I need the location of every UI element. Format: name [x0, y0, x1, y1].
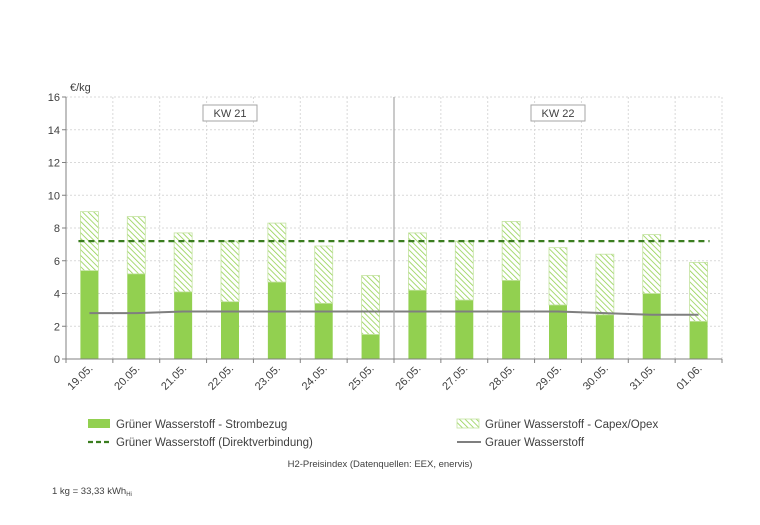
y-tick-label: 14: [48, 125, 60, 137]
x-tick-label: 30.05.: [581, 363, 611, 393]
bar-capex-opex: [314, 245, 334, 304]
legend-label: Grüner Wasserstoff (Direktverbindung): [116, 437, 313, 449]
bar-capex-opex: [267, 222, 287, 283]
legend-label: Grüner Wasserstoff - Capex/Opex: [485, 419, 658, 431]
y-tick-label: 4: [54, 289, 60, 301]
bar-capex-opex: [548, 247, 568, 306]
y-tick-label: 10: [48, 190, 60, 202]
bar-capex-opex: [220, 240, 240, 303]
unit-note-text: 1 kg = 33,33 kWh: [52, 486, 127, 497]
bar-strombezug: [80, 270, 99, 359]
legend: Grüner Wasserstoff - Strombezug Grüner Wa…: [88, 418, 658, 449]
bar-capex-opex: [595, 253, 615, 316]
legend-label: Grüner Wasserstoff - Strombezug: [116, 419, 287, 431]
bars: [80, 211, 708, 359]
week-label-box: [202, 104, 258, 122]
bar-capex-opex: [361, 275, 380, 335]
week-label: KW 21: [213, 108, 246, 120]
y-tick-label: 8: [54, 223, 60, 235]
legend-swatch-strombezug: [88, 419, 110, 428]
x-tick-label: 29.05.: [534, 363, 564, 393]
bar-strombezug: [361, 334, 380, 359]
x-tick-label: 31.05.: [628, 363, 658, 393]
axes: 0 2 4 6 8 10 12 14 16 KW 21 KW 22 €/kg 19.05. 20.05. 2…: [48, 82, 723, 393]
bar-strombezug: [689, 321, 708, 359]
x-tick-label: 27.05.: [440, 363, 470, 393]
bar-capex-opex: [126, 216, 146, 275]
bar-strombezug: [455, 300, 474, 359]
week-label: KW 22: [541, 108, 574, 120]
bar-capex-opex: [689, 261, 708, 322]
y-tick-label: 2: [54, 321, 60, 333]
bar-capex-opex: [642, 234, 662, 294]
bar-strombezug: [267, 282, 286, 359]
week-label-box: [530, 104, 586, 122]
bar-strombezug: [127, 273, 146, 359]
bar-strombezug: [314, 303, 333, 359]
unit-note: 1 kg = 33,33 kWhHi: [52, 486, 132, 498]
source-caption: H2-Preisindex (Datenquellen: EEX, enervi…: [287, 459, 473, 470]
x-tick-label: 28.05.: [487, 363, 517, 393]
y-tick-label: 16: [48, 92, 60, 104]
bar-strombezug: [221, 301, 239, 359]
bar-capex-opex: [454, 240, 474, 301]
x-tick-label: 26.05.: [393, 363, 423, 393]
y-tick-label: 12: [48, 158, 60, 170]
unit-note-sub: Hi: [126, 492, 132, 498]
bar-strombezug: [174, 291, 193, 359]
bar-strombezug: [408, 290, 427, 359]
y-axis-label: €/kg: [70, 82, 91, 94]
x-tick-label: 01.06.: [675, 363, 705, 393]
legend-label: Grauer Wasserstoff: [485, 437, 585, 449]
legend-swatch-capex-opex: [456, 418, 480, 429]
bar-strombezug: [595, 314, 614, 359]
bar-capex-opex: [501, 221, 521, 281]
bar-strombezug: [549, 304, 567, 359]
bar-capex-opex: [408, 232, 427, 291]
x-tick-label: 25.05.: [347, 363, 377, 393]
x-tick-label: 20.05.: [112, 363, 142, 393]
x-tick-label: 22.05.: [206, 363, 236, 393]
x-tick-label: 19.05.: [65, 363, 95, 393]
bar-strombezug: [642, 293, 661, 359]
x-tick-label: 24.05.: [300, 363, 330, 393]
y-tick-label: 0: [54, 354, 60, 366]
x-tick-label: 21.05.: [159, 363, 189, 393]
bar-strombezug: [502, 280, 521, 359]
y-tick-label: 6: [54, 256, 60, 268]
bar-capex-opex: [173, 232, 193, 293]
x-tick-label: 23.05.: [253, 363, 283, 393]
